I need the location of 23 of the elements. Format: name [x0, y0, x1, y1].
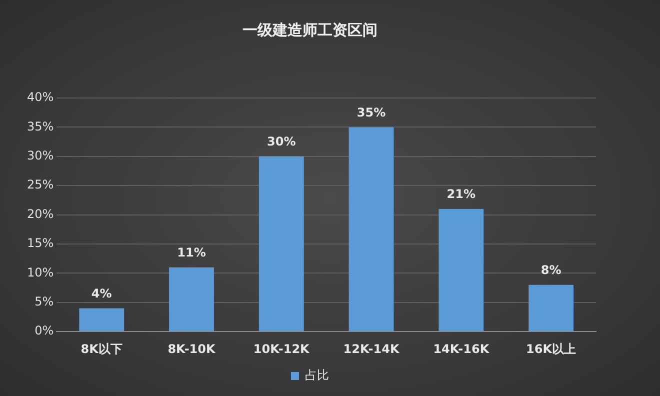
- x-tick-label: 8K-10K: [168, 342, 216, 356]
- data-label: 4%: [91, 286, 112, 300]
- y-tick-label: 5%: [34, 294, 54, 309]
- data-label: 11%: [177, 245, 206, 260]
- x-tick-label: 10K-12K: [253, 342, 310, 356]
- data-label: 8%: [540, 263, 562, 278]
- data-label: 35%: [356, 105, 386, 120]
- x-tick-label: 16K以上: [526, 342, 576, 356]
- y-tick-label: 35%: [27, 119, 54, 134]
- y-tick-label: 20%: [27, 206, 54, 221]
- data-label: 30%: [267, 134, 296, 149]
- y-tick-label: 25%: [27, 178, 54, 192]
- x-tick-label: 12K-14K: [343, 342, 400, 356]
- y-tick-label: 0%: [34, 324, 54, 338]
- y-tick-label: 10%: [27, 265, 54, 280]
- legend-label: 占比: [305, 368, 329, 382]
- x-tick-label: 14K-16K: [433, 342, 490, 356]
- y-tick-label: 15%: [27, 236, 54, 250]
- y-tick-label: 30%: [27, 148, 54, 163]
- data-label: 21%: [446, 187, 476, 202]
- y-tick-label: 40%: [27, 90, 54, 104]
- x-tick-label: 8K以下: [80, 342, 122, 356]
- chart-title: 一级建造师工资区间: [242, 20, 378, 39]
